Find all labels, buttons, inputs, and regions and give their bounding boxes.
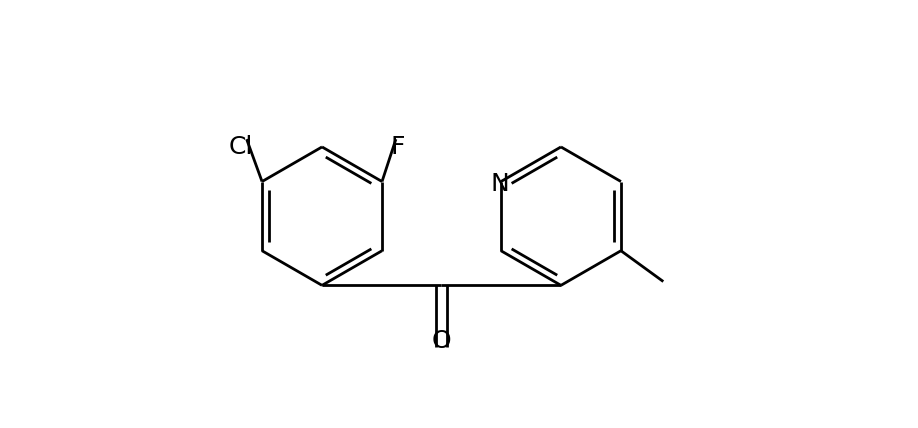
Text: F: F (390, 134, 405, 158)
Text: N: N (490, 172, 509, 196)
Text: O: O (431, 329, 452, 353)
Text: Cl: Cl (229, 134, 252, 158)
